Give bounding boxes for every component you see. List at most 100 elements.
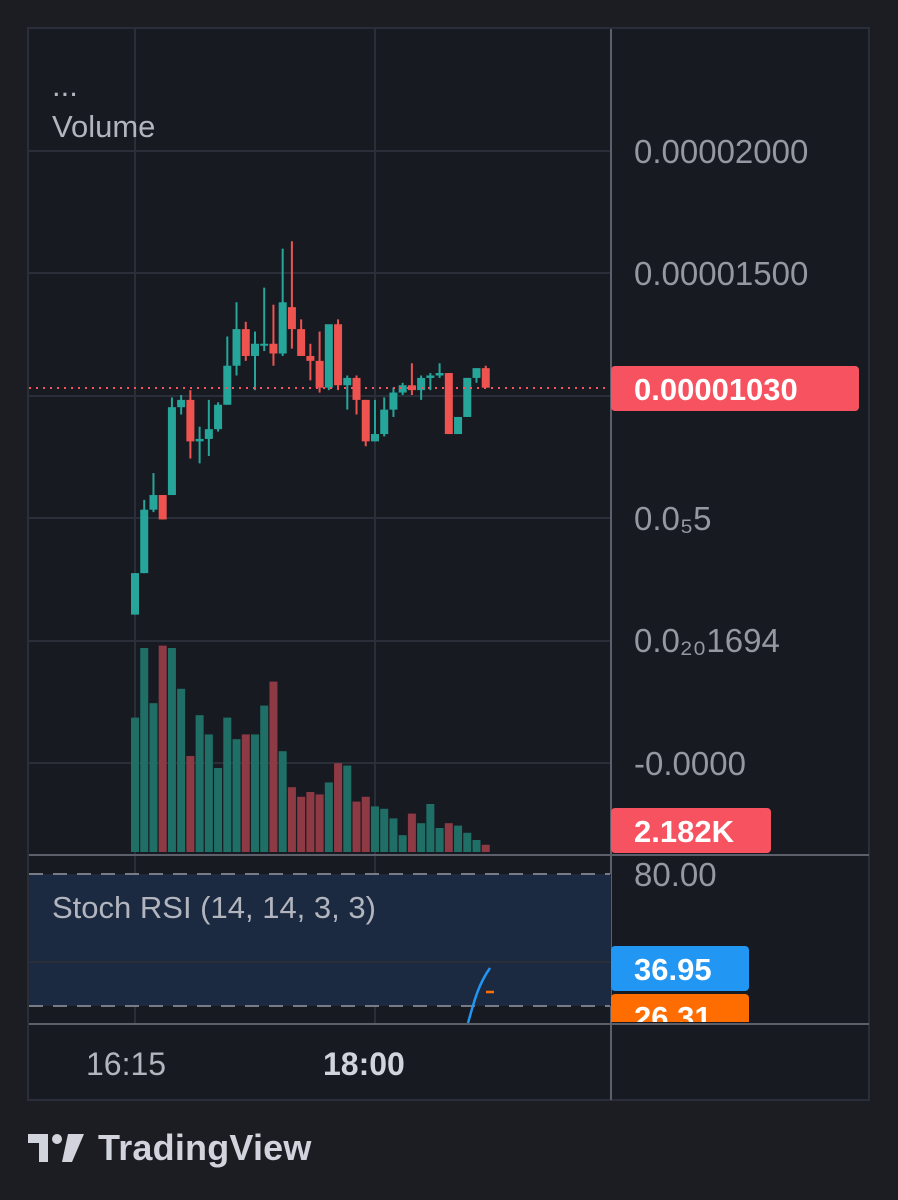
stoch-rsi-d-badge-text: 26.31: [634, 1000, 712, 1035]
candle: [407, 363, 416, 395]
candle-body: [472, 368, 481, 378]
volume-bar: [241, 734, 250, 852]
current-price-badge: [611, 366, 859, 411]
candle-body: [195, 438, 204, 442]
volume-bar: [398, 835, 407, 852]
candle: [306, 343, 315, 381]
volume-bar: [306, 792, 315, 852]
candle: [444, 373, 453, 435]
volume-label: Volume: [52, 109, 155, 144]
volume-bar: [269, 681, 278, 852]
volume-bar: [278, 751, 287, 852]
candle-body: [398, 385, 407, 393]
candle-body: [444, 373, 453, 435]
stoch-rsi-k-badge-text: 36.95: [634, 952, 712, 987]
volume-bar: [260, 705, 269, 852]
volume-bar: [204, 734, 213, 852]
candle-body: [417, 377, 426, 391]
tradingview-logo-icon: [28, 1134, 84, 1162]
candle-body: [269, 343, 278, 354]
price-axis-label: 0.00001500: [634, 255, 808, 292]
candle: [389, 387, 398, 417]
candle-body: [186, 399, 195, 442]
candle-body: [287, 307, 296, 330]
candle-body: [315, 360, 324, 388]
stoch-rsi-band: [29, 874, 611, 1006]
candle: [250, 331, 259, 391]
volume-bars: [131, 645, 490, 852]
volume-bar: [417, 823, 426, 852]
stoch-rsi-k-badge: [611, 946, 749, 991]
price-axis-label: 0.0₅5: [634, 500, 712, 537]
candle-body: [149, 495, 158, 510]
candle-body: [306, 355, 315, 361]
candle: [158, 495, 167, 520]
candle: [343, 375, 352, 410]
time-axis-label: 16:15: [86, 1046, 166, 1082]
candle: [131, 573, 139, 615]
volume-bar: [426, 804, 435, 852]
candle: [167, 397, 176, 496]
candle-body: [454, 416, 463, 435]
volume-bar: [444, 823, 453, 852]
candle: [214, 402, 223, 432]
candle: [186, 390, 195, 459]
volume-bar: [481, 844, 490, 852]
volume-bar: [389, 818, 398, 852]
candle: [260, 287, 269, 352]
candle: [435, 363, 444, 378]
stoch-rsi-k-line: [466, 967, 492, 1024]
candle-body: [260, 343, 269, 346]
candle: [140, 499, 149, 574]
candle-body: [352, 377, 361, 400]
candle: [426, 373, 435, 391]
candle: [454, 416, 463, 435]
candle-body: [343, 377, 352, 386]
candle: [398, 382, 407, 395]
volume-bar: [167, 648, 176, 852]
candle: [334, 319, 343, 391]
volume-bar: [149, 703, 158, 852]
volume-bar: [214, 768, 223, 852]
volume-bar: [407, 813, 416, 852]
candle-body: [250, 343, 259, 356]
volume-bar: [380, 808, 389, 852]
candle-body: [131, 573, 139, 615]
volume-bar: [250, 734, 259, 852]
tradingview-brand[interactable]: TradingView: [28, 1126, 312, 1170]
candle: [232, 302, 241, 376]
candle: [177, 395, 186, 415]
candle: [324, 324, 333, 391]
price-axis-label: -0.0000: [634, 745, 746, 782]
volume-bar: [140, 648, 149, 852]
candle-body: [214, 404, 223, 430]
candle: [278, 248, 287, 356]
price-axis-label: 0.00002000: [634, 133, 808, 170]
volume-bar: [352, 801, 361, 852]
candle: [472, 368, 481, 383]
candle-body: [361, 399, 370, 442]
candle-body: [370, 434, 379, 442]
stoch-rsi-d-badge: [611, 994, 749, 1022]
candle: [149, 473, 158, 513]
candle: [463, 377, 472, 417]
price-axis-label: 0.0₂₀1694: [634, 622, 780, 659]
volume-bar: [435, 828, 444, 852]
candle: [223, 336, 232, 405]
volume-bar: [454, 825, 463, 852]
volume-badge-text: 2.182K: [634, 814, 735, 849]
volume-bar: [315, 794, 324, 852]
candle-body: [407, 385, 416, 391]
candle-body: [223, 365, 232, 405]
candle: [352, 375, 361, 415]
candle: [315, 331, 324, 393]
candle-body: [380, 409, 389, 435]
candle-body: [334, 324, 343, 386]
indicator-menu-dots[interactable]: ...: [52, 68, 78, 103]
tradingview-brand-name: TradingView: [98, 1127, 312, 1168]
candle-body: [158, 495, 167, 520]
candle-body: [297, 329, 306, 356]
candle: [195, 426, 204, 464]
chart-area[interactable]: ... Volume 0.00002000 0.00001500 0.0₅5 0…: [0, 0, 898, 1120]
volume-bar: [324, 782, 333, 852]
